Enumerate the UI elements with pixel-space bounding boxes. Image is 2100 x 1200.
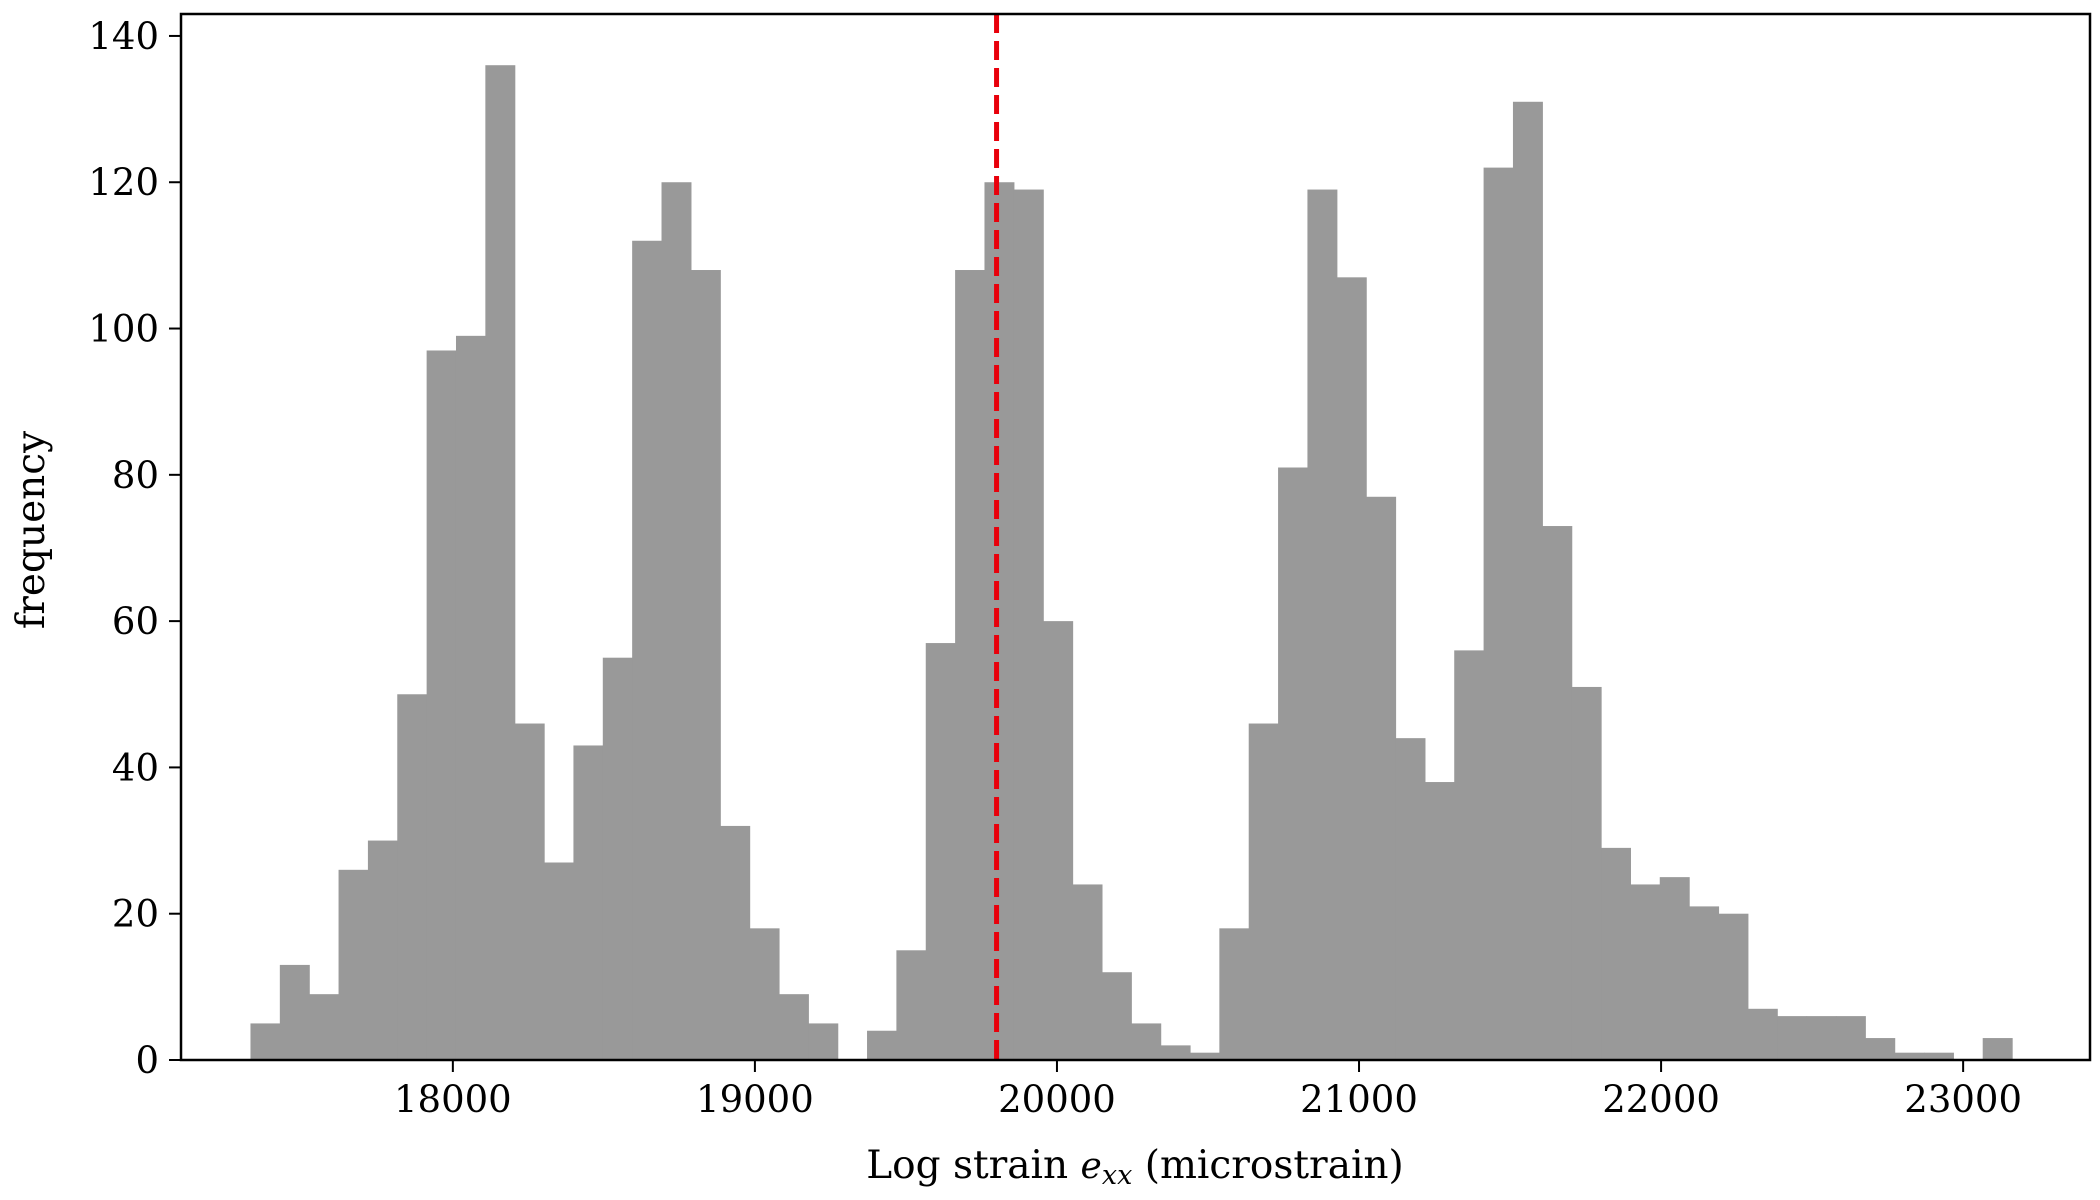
histogram-bar — [1013, 189, 1044, 1061]
y-tick-label: 60 — [112, 600, 159, 643]
histogram-bar — [1982, 1038, 2013, 1060]
histogram-bar — [1542, 526, 1573, 1060]
y-tick-label: 40 — [112, 746, 159, 789]
y-tick-label: 20 — [112, 893, 159, 936]
histogram-bar — [1395, 738, 1426, 1060]
x-axis-label: Log strain exx (microstrain) — [866, 1143, 1404, 1191]
histogram-bar — [1131, 1023, 1162, 1060]
plot-frame — [179, 12, 2092, 1062]
histogram-bar — [279, 964, 310, 1060]
histogram-bar — [514, 723, 545, 1060]
histogram-bar — [1923, 1052, 1954, 1060]
y-axis-ticks: 0 20 40 60 80 100 120 140 — [88, 15, 181, 1082]
histogram-bar — [1307, 189, 1338, 1061]
histogram-bar — [720, 825, 751, 1060]
histogram-bar — [602, 657, 633, 1060]
x-tick-label: 21000 — [1300, 1078, 1418, 1121]
histogram-bar — [338, 869, 369, 1060]
y-tick-label: 80 — [112, 454, 159, 497]
histogram-bar — [1777, 1016, 1808, 1060]
histogram-bar — [573, 745, 604, 1060]
histogram-bar — [690, 270, 721, 1060]
histogram-bar — [544, 862, 575, 1060]
histogram-bar — [1278, 467, 1309, 1060]
histogram-bar — [1806, 1016, 1837, 1060]
histogram-bar — [1571, 686, 1602, 1060]
histogram-bars — [250, 65, 2013, 1061]
histogram-bar — [1630, 884, 1661, 1060]
histogram-bar — [808, 1023, 839, 1060]
x-tick-label: 18000 — [394, 1078, 512, 1121]
y-tick-label: 140 — [88, 15, 159, 58]
histogram-bar — [1659, 877, 1690, 1060]
histogram-bar — [1835, 1016, 1866, 1060]
histogram-bar — [250, 1023, 281, 1060]
x-tick-label: 23000 — [1904, 1078, 2022, 1121]
histogram-bar — [485, 65, 516, 1060]
histogram-bar — [1043, 621, 1074, 1060]
histogram-bar — [955, 270, 986, 1060]
histogram-bar — [1601, 847, 1631, 1060]
histogram-bar — [1248, 723, 1279, 1060]
y-tick-label: 0 — [135, 1039, 159, 1082]
histogram-bar — [632, 240, 663, 1060]
x-tick-label: 19000 — [696, 1078, 814, 1121]
histogram-bar — [1718, 913, 1749, 1060]
histogram-bar — [925, 643, 956, 1060]
y-axis-label: frequency — [9, 431, 54, 629]
histogram-bar — [1366, 496, 1397, 1060]
histogram-bar — [867, 1030, 897, 1060]
histogram-bar — [1072, 884, 1103, 1060]
histogram-bar — [1512, 101, 1543, 1060]
histogram-bar — [661, 182, 692, 1060]
histogram-bar — [1689, 906, 1720, 1060]
histogram-bar — [1865, 1038, 1896, 1060]
histogram-bar — [1336, 277, 1367, 1060]
histogram-bar — [426, 350, 457, 1060]
histogram-bar — [1894, 1052, 1925, 1060]
histogram-bar — [896, 950, 927, 1060]
histogram-bar — [1101, 972, 1132, 1060]
histogram-bar — [455, 335, 486, 1060]
histogram-bar — [1424, 782, 1455, 1060]
histogram-bar — [984, 182, 1015, 1060]
histogram-bar — [309, 994, 340, 1060]
histogram-bar — [1483, 167, 1514, 1060]
histogram-bar — [1160, 1045, 1191, 1060]
histogram-bar — [397, 694, 428, 1060]
histogram-bar — [1454, 650, 1485, 1060]
histogram-bar — [367, 840, 398, 1060]
histogram-bar — [1189, 1052, 1220, 1060]
x-tick-label: 22000 — [1602, 1078, 1720, 1121]
y-tick-label: 100 — [88, 308, 159, 351]
x-tick-label: 20000 — [998, 1078, 1116, 1121]
y-tick-label: 120 — [88, 161, 159, 204]
histogram-bar — [749, 928, 780, 1060]
histogram-bar — [778, 994, 809, 1060]
histogram-bar — [1747, 1008, 1778, 1060]
histogram-bar — [1219, 928, 1250, 1060]
x-axis-ticks: 18000 19000 20000 21000 22000 23000 — [394, 1060, 2022, 1121]
